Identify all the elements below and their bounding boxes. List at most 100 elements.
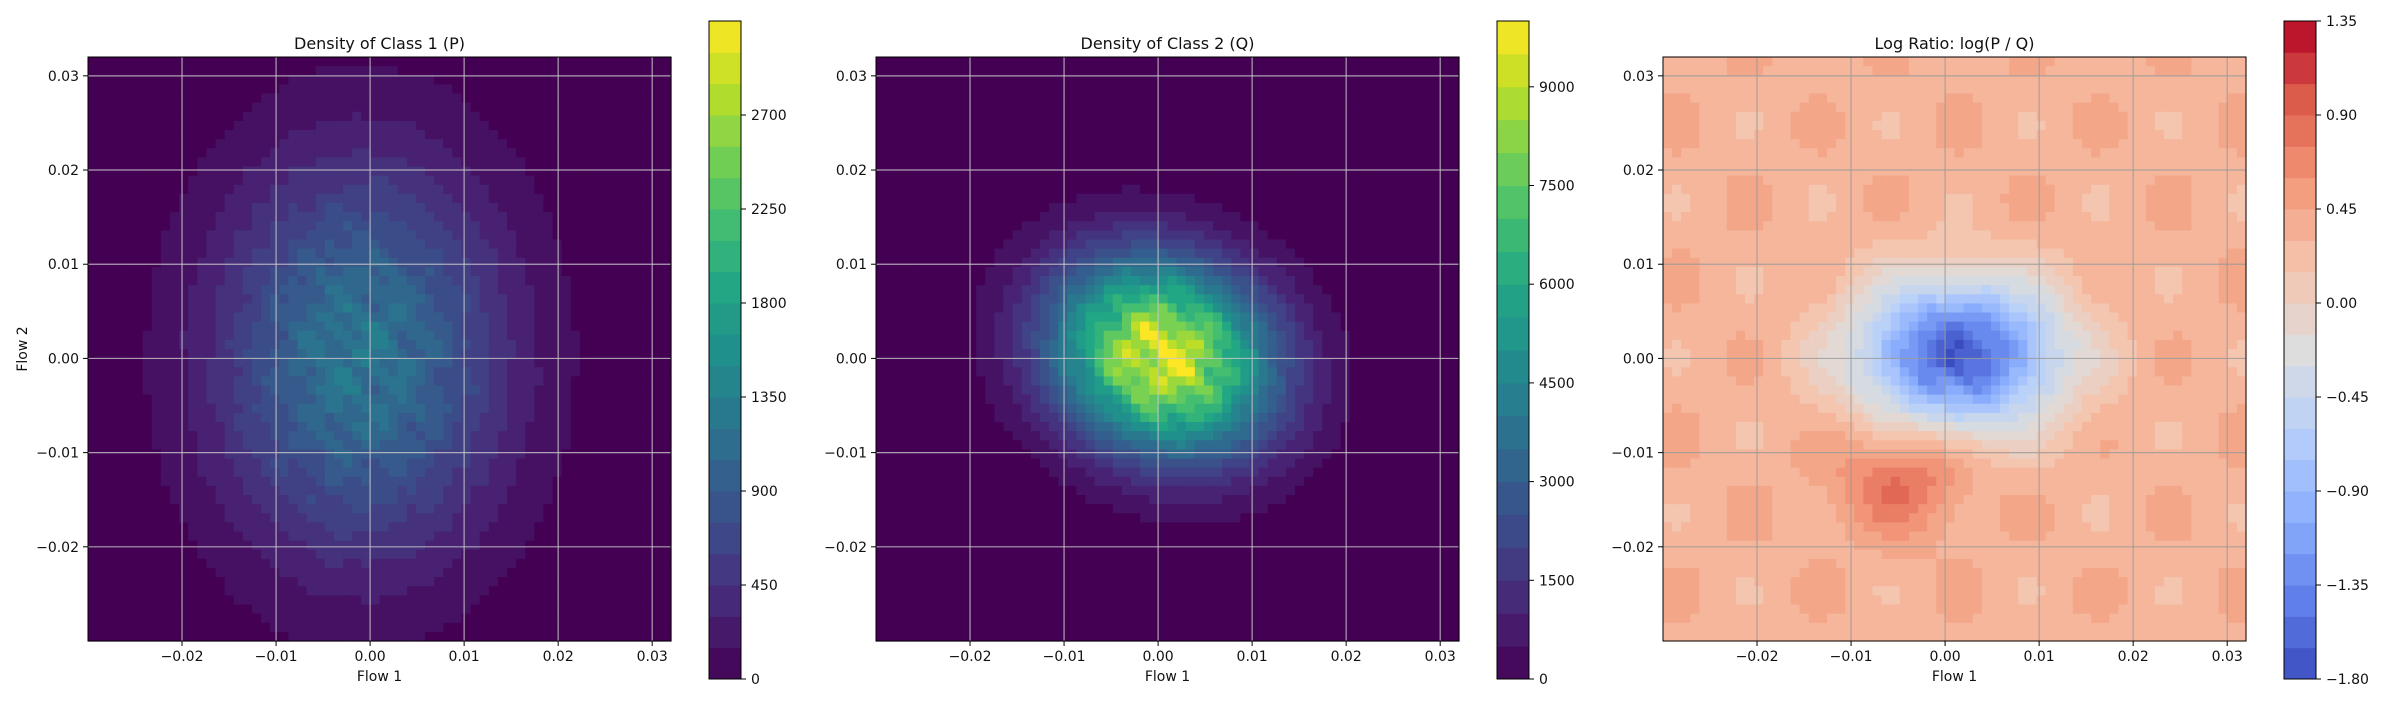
heatmap-cell [461,386,471,396]
heatmap-cell [143,440,153,450]
heatmap-cell [380,468,390,478]
heatmap-cell [343,94,353,104]
heatmap-cell [534,513,544,523]
heatmap-cell [949,75,959,85]
heatmap-cell [270,258,280,268]
colorbar-tick-label: 0 [751,672,760,688]
heatmap-cell [525,249,535,259]
heatmap-cell [407,614,417,624]
heatmap-cell [876,249,886,259]
heatmap-cell [985,504,995,514]
heatmap-cell [416,404,426,414]
heatmap-cell [985,522,995,532]
heatmap-cell [225,541,235,551]
heatmap-cell [398,294,408,304]
heatmap-cell [452,212,462,222]
heatmap-cell [571,541,581,551]
heatmap-cell [452,203,462,213]
heatmap-cell [940,340,950,350]
heatmap-cell [225,349,235,359]
heatmap-cell [88,194,98,204]
heatmap-cell [288,249,298,259]
heatmap-cell [325,75,335,85]
heatmap-cell [949,121,959,131]
heatmap-cell [635,267,645,277]
heatmap-cell [662,340,672,350]
heatmap-cell [398,504,408,514]
heatmap-cell [407,94,417,104]
heatmap-cell [334,176,344,186]
heatmap-cell [976,285,986,295]
heatmap-cell [398,66,408,76]
heatmap-cell [179,395,189,405]
heatmap-cell [425,504,435,514]
colorbar-swatch [709,397,741,429]
heatmap-cell [97,112,107,122]
heatmap-cell [976,440,986,450]
heatmap-cell [407,513,417,523]
heatmap-cell [625,532,635,542]
heatmap-cell [894,605,904,615]
heatmap-cell [553,194,563,204]
heatmap-cell [607,285,617,295]
heatmap-cell [307,130,317,140]
heatmap-cell [461,404,471,414]
heatmap-cell [940,240,950,250]
heatmap-cell [452,157,462,167]
heatmap-cell [197,632,207,642]
heatmap-cell [152,240,162,250]
heatmap-cell [662,614,672,624]
heatmap-cell [589,75,599,85]
heatmap-cell [288,504,298,514]
heatmap-cell [115,103,125,113]
heatmap-cell [225,623,235,633]
heatmap-cell [334,449,344,459]
heatmap-cell [389,541,399,551]
heatmap-cell [334,605,344,615]
heatmap-cell [134,267,144,277]
heatmap-cell [334,522,344,532]
heatmap-cell [653,94,663,104]
heatmap-cell [298,212,308,222]
heatmap-cell [480,203,490,213]
heatmap-cell [589,148,599,158]
heatmap-cell [912,477,922,487]
heatmap-cell [161,413,171,423]
heatmap-cell [471,75,481,85]
colorbar-swatch [709,52,741,84]
heatmap-cell [516,240,526,250]
heatmap-cell [507,413,517,423]
heatmap-cell [88,157,98,167]
heatmap-cell [471,230,481,240]
heatmap-cell [206,595,216,605]
heatmap-cell [885,203,895,213]
heatmap-cell [106,94,116,104]
heatmap-cell [97,605,107,615]
heatmap-cell [625,258,635,268]
heatmap-cell [206,623,216,633]
heatmap-cell [931,258,941,268]
heatmap-cell [270,440,280,450]
heatmap-cell [298,486,308,496]
heatmap-cell [912,84,922,94]
heatmap-cell [170,376,180,386]
heatmap-cell [206,66,216,76]
heatmap-cell [949,103,959,113]
heatmap-cell [516,285,526,295]
heatmap-cell [543,367,553,377]
heatmap-cell [461,431,471,441]
heatmap-cell [903,504,913,514]
heatmap-cell [270,623,280,633]
heatmap-cell [931,148,941,158]
heatmap-cell [389,185,399,195]
heatmap-cell [152,586,162,596]
heatmap-cell [170,313,180,323]
heatmap-cell [307,84,317,94]
heatmap-cell [106,550,116,560]
heatmap-cell [894,94,904,104]
heatmap-cell [931,559,941,569]
heatmap-cell [912,57,922,67]
heatmap-cell [106,194,116,204]
heatmap-cell [912,313,922,323]
